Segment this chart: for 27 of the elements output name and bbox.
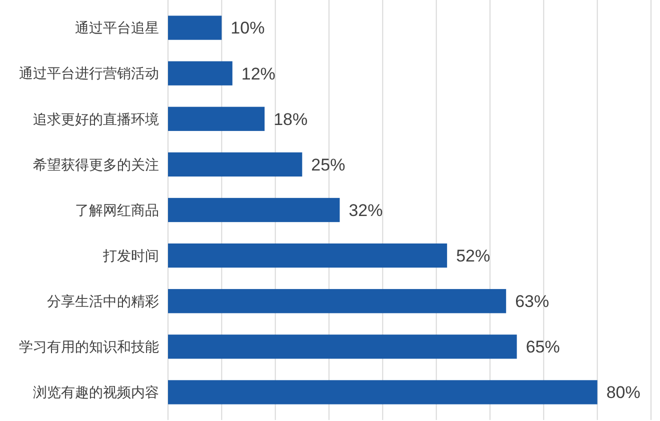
y-tick-label: 通过平台进行营销活动: [19, 65, 159, 82]
data-label: 10%: [230, 18, 265, 38]
y-tick-label: 了解网红商品: [75, 202, 159, 218]
bar: [168, 243, 448, 268]
data-label: 18%: [274, 110, 308, 129]
data-label: 80%: [606, 383, 640, 402]
bar: [168, 289, 506, 314]
bar: [168, 198, 340, 222]
bar: [168, 16, 222, 40]
y-tick-label: 学习有用的知识和技能: [19, 338, 159, 355]
y-tick-label: 希望获得更多的关注: [33, 156, 159, 172]
data-label: 63%: [515, 292, 550, 312]
data-label: 52%: [456, 246, 490, 266]
bar: [168, 152, 302, 177]
data-label: 65%: [526, 338, 560, 357]
bar: [168, 106, 265, 131]
data-label: 32%: [348, 200, 383, 220]
y-tick-label: 追求更好的直播环境: [33, 110, 159, 127]
data-label: 12%: [241, 64, 276, 84]
data-label: 25%: [311, 155, 346, 174]
bar: [168, 380, 598, 404]
bar: [168, 334, 517, 359]
bar: [168, 61, 232, 86]
y-tick-label: 通过平台追星: [75, 20, 159, 36]
y-tick-label: 打发时间: [102, 247, 159, 264]
y-tick-label: 分享生活中的精彩: [47, 293, 159, 310]
y-tick-label: 浏览有趣的视频内容: [33, 384, 159, 400]
